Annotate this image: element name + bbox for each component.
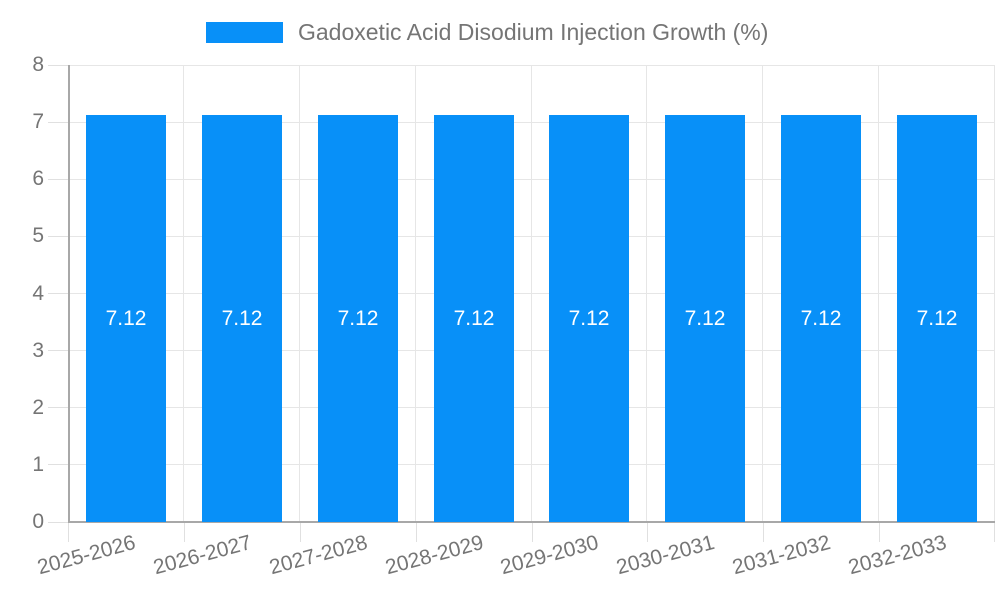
bar-value-label: 7.12 xyxy=(105,306,147,330)
y-axis-tick xyxy=(48,407,68,408)
legend-swatch xyxy=(206,21,283,43)
gridline-vertical xyxy=(762,65,763,522)
gridline-vertical xyxy=(415,65,416,522)
bar: 7.12 xyxy=(897,115,977,522)
y-axis-tick xyxy=(48,464,68,465)
gridline-vertical xyxy=(994,65,995,522)
y-axis-tick xyxy=(48,122,68,123)
y-axis-tick-label: 5 xyxy=(32,224,44,248)
gridline-vertical xyxy=(878,65,879,522)
bar-value-label: 7.12 xyxy=(800,306,842,330)
bar-value-label: 7.12 xyxy=(453,306,495,330)
y-axis-tick-label: 0 xyxy=(32,510,44,533)
y-axis-labels: 0 1 2 3 4 5 6 7 8 xyxy=(0,0,44,600)
gridline-vertical xyxy=(531,65,532,522)
y-axis-tick xyxy=(48,236,68,237)
y-axis-tick xyxy=(48,350,68,351)
y-axis-tick xyxy=(48,65,68,66)
x-axis-line xyxy=(68,521,995,523)
x-axis-tick xyxy=(184,522,185,542)
bar: 7.12 xyxy=(781,115,861,522)
y-axis-tick xyxy=(48,179,68,180)
bar: 7.12 xyxy=(549,115,629,522)
y-axis-tick-label: 3 xyxy=(32,338,44,362)
plot-area: 7.12 7.12 7.12 7.12 7.12 7.12 7.12 7.12 xyxy=(48,65,995,542)
x-axis-tick xyxy=(68,522,69,542)
x-axis-tick xyxy=(647,522,648,542)
x-axis-tick xyxy=(300,522,301,542)
y-axis-tick-label: 7 xyxy=(32,110,44,134)
bar-value-label: 7.12 xyxy=(684,306,726,330)
bar-value-label: 7.12 xyxy=(568,306,610,330)
y-axis-tick xyxy=(48,522,68,523)
bar: 7.12 xyxy=(318,115,398,522)
bar-value-label: 7.12 xyxy=(337,306,379,330)
gridline-vertical xyxy=(183,65,184,522)
x-axis-tick xyxy=(879,522,880,542)
y-axis-tick-label: 4 xyxy=(32,281,44,305)
y-axis-tick-label: 2 xyxy=(32,395,44,419)
bar: 7.12 xyxy=(86,115,166,522)
bar-value-label: 7.12 xyxy=(221,306,263,330)
bar: 7.12 xyxy=(202,115,282,522)
gridline-vertical xyxy=(646,65,647,522)
legend-label: Gadoxetic Acid Disodium Injection Growth… xyxy=(298,19,769,45)
bar: 7.12 xyxy=(665,115,745,522)
gridline-vertical xyxy=(299,65,300,522)
bar: 7.12 xyxy=(434,115,514,522)
y-axis-tick-label: 1 xyxy=(32,452,44,476)
legend: Gadoxetic Acid Disodium Injection Growth… xyxy=(206,19,768,45)
x-axis-tick xyxy=(763,522,764,542)
bar-value-label: 7.12 xyxy=(916,306,958,330)
y-axis-line xyxy=(68,65,70,522)
x-axis-tick xyxy=(416,522,417,542)
y-axis-tick-label: 8 xyxy=(32,53,44,76)
y-axis-tick-label: 6 xyxy=(32,167,44,191)
x-axis-tick xyxy=(994,522,995,542)
y-axis-tick xyxy=(48,293,68,294)
x-axis-tick xyxy=(532,522,533,542)
